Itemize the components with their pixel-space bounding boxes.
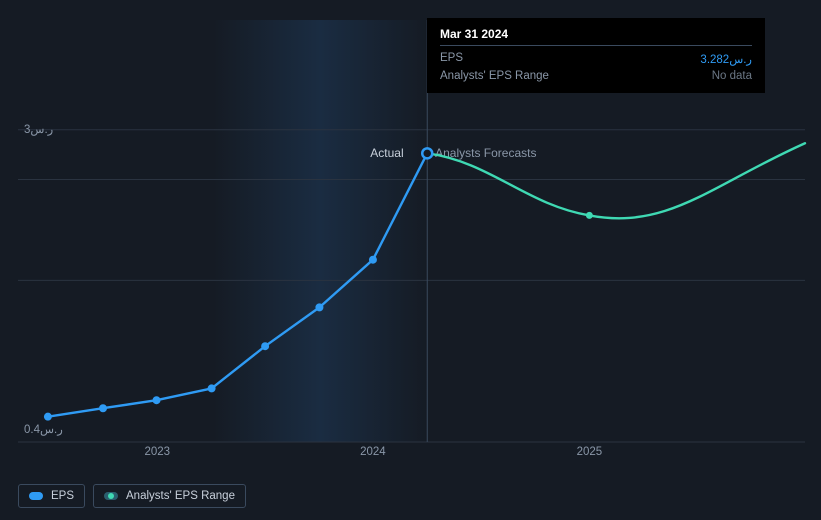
- tooltip-date: Mar 31 2024: [440, 27, 752, 41]
- svg-text:Actual: Actual: [370, 146, 403, 160]
- svg-text:2023: 2023: [145, 446, 171, 458]
- legend-item-eps[interactable]: EPS: [18, 484, 85, 508]
- legend-label: Analysts' EPS Range: [126, 490, 235, 502]
- svg-text:2025: 2025: [577, 446, 603, 458]
- tooltip-row-value: 3.282ر.س: [700, 52, 752, 66]
- tooltip-row: Analysts' EPS Range No data: [440, 68, 752, 84]
- svg-text:3ر.س: 3ر.س: [24, 124, 54, 136]
- chart-tooltip: Mar 31 2024 EPS 3.282ر.س Analysts' EPS Ran…: [427, 18, 765, 93]
- tooltip-divider: [440, 45, 752, 46]
- tooltip-row: EPS 3.282ر.س: [440, 50, 752, 68]
- eps-forecast-chart: 2023202420253ر.س0.4ر.سActualAnalysts For…: [0, 0, 821, 520]
- tooltip-row-label: EPS: [440, 52, 463, 66]
- chart-legend: EPS Analysts' EPS Range: [18, 484, 246, 508]
- svg-text:2024: 2024: [360, 446, 386, 458]
- svg-text:0.4ر.س: 0.4ر.س: [24, 424, 63, 436]
- tooltip-row-value: No data: [712, 70, 752, 82]
- legend-label: EPS: [51, 490, 74, 502]
- legend-swatch: [29, 492, 43, 500]
- legend-item-analysts-range[interactable]: Analysts' EPS Range: [93, 484, 246, 508]
- tooltip-row-label: Analysts' EPS Range: [440, 70, 549, 82]
- legend-swatch: [104, 492, 118, 500]
